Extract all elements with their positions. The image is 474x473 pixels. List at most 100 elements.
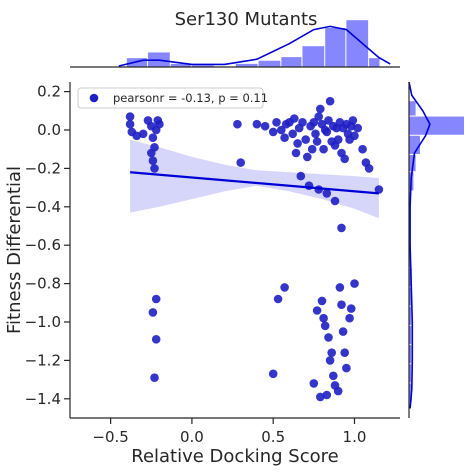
scatter-point (324, 333, 333, 342)
scatter-point (312, 306, 322, 315)
scatter-point (151, 294, 161, 304)
scatter-point (350, 131, 359, 141)
scatter-point (290, 114, 299, 123)
scatter-point (125, 119, 135, 129)
scatter-point (150, 164, 159, 173)
y-tick-label: −0.6 (25, 236, 61, 254)
scatter-point (148, 133, 158, 142)
scatter-point (151, 335, 161, 344)
y-tick-label: −1.0 (25, 313, 61, 331)
legend-marker (89, 93, 99, 103)
y-axis-label: Fitness Differential (4, 166, 25, 334)
regression-layer (130, 171, 379, 195)
y-tick-label: −1.2 (25, 351, 61, 369)
scatter-point (335, 283, 345, 292)
x-tick-label: −0.5 (92, 428, 128, 446)
scatter-point (236, 158, 245, 167)
y-tick-label: 0.0 (37, 121, 61, 139)
scatter-point (132, 131, 141, 141)
y-tick-label: 0.2 (37, 83, 61, 101)
scatter-point (345, 313, 354, 323)
scatter-point (314, 112, 324, 121)
plot-background (70, 82, 400, 418)
right-histogram-bar (409, 306, 412, 325)
right-histogram-bar (409, 101, 416, 116)
scatter-point (260, 121, 270, 131)
top-histogram-bar (281, 57, 302, 67)
y-tick-label: −1.4 (25, 390, 61, 408)
scatter-point (268, 369, 278, 379)
right-kde-curve (408, 81, 431, 409)
confidence-band (130, 139, 379, 219)
right-histogram-bar (409, 116, 464, 135)
confidence-band-layer (130, 139, 379, 219)
scatter-point (320, 321, 330, 331)
x-axis-label: Relative Docking Score (131, 446, 338, 467)
scatter-point (147, 148, 156, 158)
scatter-point (327, 348, 337, 358)
x-tick-label: 1.0 (343, 428, 367, 446)
scatter-point (148, 308, 158, 317)
scatter-point (293, 139, 302, 148)
right-histogram-bar (409, 345, 412, 364)
scatter-point (280, 283, 289, 292)
axes-layer: −0.5 0.0 0.5 1.0 0.2 0.0 −0.2 −0.4 −0.6 −0.8 −1.0 −… (25, 82, 400, 446)
scatter-point (125, 112, 135, 121)
y-tick-label: −0.2 (25, 159, 61, 177)
right-marginal-histogram (408, 81, 464, 418)
legend-box (77, 87, 264, 109)
scatter-point (337, 223, 346, 233)
scatter-point (338, 327, 348, 336)
scatter-point (348, 116, 358, 125)
scatter-point (340, 154, 350, 164)
scatter-point (309, 379, 319, 388)
scatter-point (319, 144, 328, 154)
legend: pearsonr = -0.13, p = 0.11 (77, 87, 268, 109)
scatter-point (322, 127, 332, 137)
scatter-point (288, 129, 298, 139)
y-tick-label: −0.4 (25, 198, 61, 216)
scatter-point (252, 119, 262, 129)
scatter-point (322, 189, 332, 198)
right-histogram-bar (409, 135, 420, 154)
scatter-point (329, 371, 338, 381)
y-tick-label: −0.8 (25, 275, 61, 293)
scatter-point (364, 164, 374, 173)
scatter-point (333, 135, 343, 144)
top-histogram-bar (258, 60, 281, 67)
scatter-point (291, 148, 301, 158)
scatter-point (277, 125, 286, 135)
main-plot-area: −0.5 0.0 0.5 1.0 0.2 0.0 −0.2 −0.4 −0.6 −0.8 −1.0 −… (25, 82, 400, 446)
scatter-point (303, 152, 312, 162)
scatter-point (272, 118, 281, 127)
top-marginal-histogram (70, 20, 400, 68)
scatter-point (325, 356, 335, 365)
scatter-point (342, 363, 351, 373)
scatter-point (324, 116, 333, 125)
top-histogram-bar (369, 58, 380, 67)
scatter-point (316, 392, 325, 402)
right-histogram-bar (409, 287, 412, 306)
top-histogram-bar (170, 63, 191, 67)
right-histogram-bar (409, 325, 412, 345)
top-histogram-bar (346, 20, 369, 67)
right-histogram-bar (409, 364, 412, 383)
x-tick-label: 0.0 (180, 428, 204, 446)
scatter-point (322, 390, 332, 400)
chart-title: Ser130 Mutants (175, 9, 318, 30)
scatter-point (350, 279, 359, 288)
scatter-point (330, 196, 340, 206)
x-tick-label: 0.5 (261, 428, 285, 446)
top-histogram-bar (325, 28, 346, 67)
scatter-point (273, 294, 283, 304)
scatter-point (374, 185, 384, 194)
right-histogram-bar (409, 383, 412, 402)
scatter-point (301, 135, 311, 144)
legend-label: pearsonr = -0.13, p = 0.11 (113, 91, 268, 105)
top-histogram-bar (126, 58, 148, 67)
scatter-point (346, 304, 356, 313)
scatter-point (307, 144, 317, 154)
scatter-point (155, 119, 164, 129)
scatter-point (319, 313, 328, 323)
